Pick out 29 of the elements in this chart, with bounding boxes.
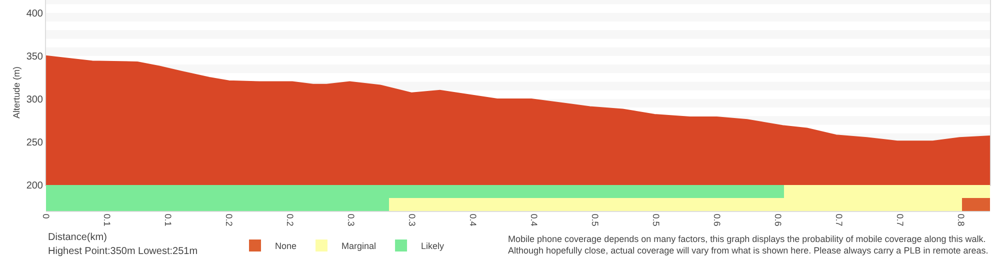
x-tick-label: 0.8 xyxy=(956,214,966,226)
text: Highest Point:350m Lowest:251m xyxy=(48,246,198,257)
y-tick-label: 400 xyxy=(26,8,44,20)
x-tick-label: 0.2 xyxy=(224,214,234,226)
x-tick-label: 0.7 xyxy=(834,214,844,226)
legend-label: Likely xyxy=(421,241,445,252)
x-tick-label: 0.6 xyxy=(772,214,783,226)
legend-label: None xyxy=(275,241,297,252)
x-tick-label: 0.7 xyxy=(894,214,905,226)
y-tick-label: 200 xyxy=(26,180,44,192)
x-tick-label: 0.6 xyxy=(712,214,722,226)
x-tick-label: 0.5 xyxy=(650,214,661,226)
y-tick-label: 350 xyxy=(26,51,44,62)
y-tick-label: 300 xyxy=(26,94,44,106)
y-axis-title: Altertude (m) xyxy=(12,66,22,119)
legend-label: Marginal xyxy=(342,241,376,252)
x-axis-title: Distance(km) xyxy=(48,232,107,243)
text: Mobile phone coverage depends on many factors, this graph displays the probability of mobile coverage along this walk. Although hopefully close, actual coverage will vary from what is shown here. Please always carry a PLB in remote areas. xyxy=(508,234,988,256)
x-tick-label: 0.4 xyxy=(528,214,539,226)
bar xyxy=(962,198,990,211)
x-tick-label: 0 xyxy=(41,214,52,219)
x-tick-label: 0.5 xyxy=(590,214,600,226)
x-tick-label: 0.1 xyxy=(163,214,174,226)
x-tick-label: 0.3 xyxy=(406,214,417,226)
y-tick-label: 250 xyxy=(26,137,44,148)
x-tick-label: 0.3 xyxy=(346,214,356,226)
x-tick-label: 0.2 xyxy=(285,214,296,226)
x-tick-label: 0.1 xyxy=(102,214,112,226)
x-tick-label: 0.4 xyxy=(468,214,478,226)
